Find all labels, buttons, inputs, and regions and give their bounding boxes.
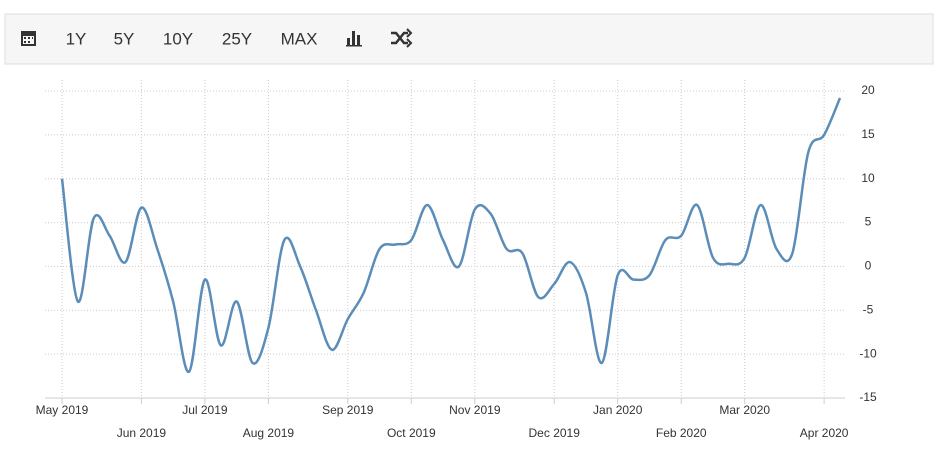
toolbar: 1Y 5Y 10Y 25Y MAX xyxy=(4,13,934,65)
x-tick-label: Feb 2020 xyxy=(656,426,707,440)
x-tick-label: May 2019 xyxy=(36,403,89,417)
x-tick-label: Jul 2019 xyxy=(182,403,228,417)
range-button[interactable]: MAX xyxy=(281,29,318,48)
bar-chart-icon[interactable] xyxy=(346,31,362,47)
range-button[interactable]: 5Y xyxy=(114,29,135,48)
y-tick-label: -15 xyxy=(859,390,877,404)
shuffle-icon[interactable] xyxy=(391,28,413,48)
x-tick-label: Apr 2020 xyxy=(800,426,849,440)
x-tick-label: Aug 2019 xyxy=(243,426,295,440)
x-tick-label: Sep 2019 xyxy=(322,403,374,417)
range-button[interactable]: 25Y xyxy=(222,29,252,48)
range-button[interactable]: 1Y xyxy=(66,29,87,48)
y-tick-label: 20 xyxy=(861,83,875,97)
y-tick-label: 0 xyxy=(865,259,872,273)
x-tick-label: Jun 2019 xyxy=(117,426,167,440)
y-tick-label: -10 xyxy=(859,346,877,360)
x-tick-label: Jan 2020 xyxy=(593,403,643,417)
range-button[interactable]: 10Y xyxy=(163,29,193,48)
y-tick-label: 10 xyxy=(861,171,875,185)
y-tick-label: -5 xyxy=(863,302,874,316)
x-tick-label: Mar 2020 xyxy=(719,403,770,417)
calendar-icon[interactable] xyxy=(21,31,36,46)
y-tick-label: 15 xyxy=(861,127,875,141)
y-tick-label: 5 xyxy=(865,215,872,229)
x-tick-label: Oct 2019 xyxy=(387,426,436,440)
x-tick-label: Nov 2019 xyxy=(449,403,501,417)
toolbar-background xyxy=(4,13,934,65)
x-tick-label: Dec 2019 xyxy=(529,426,581,440)
data-line xyxy=(60,97,842,373)
